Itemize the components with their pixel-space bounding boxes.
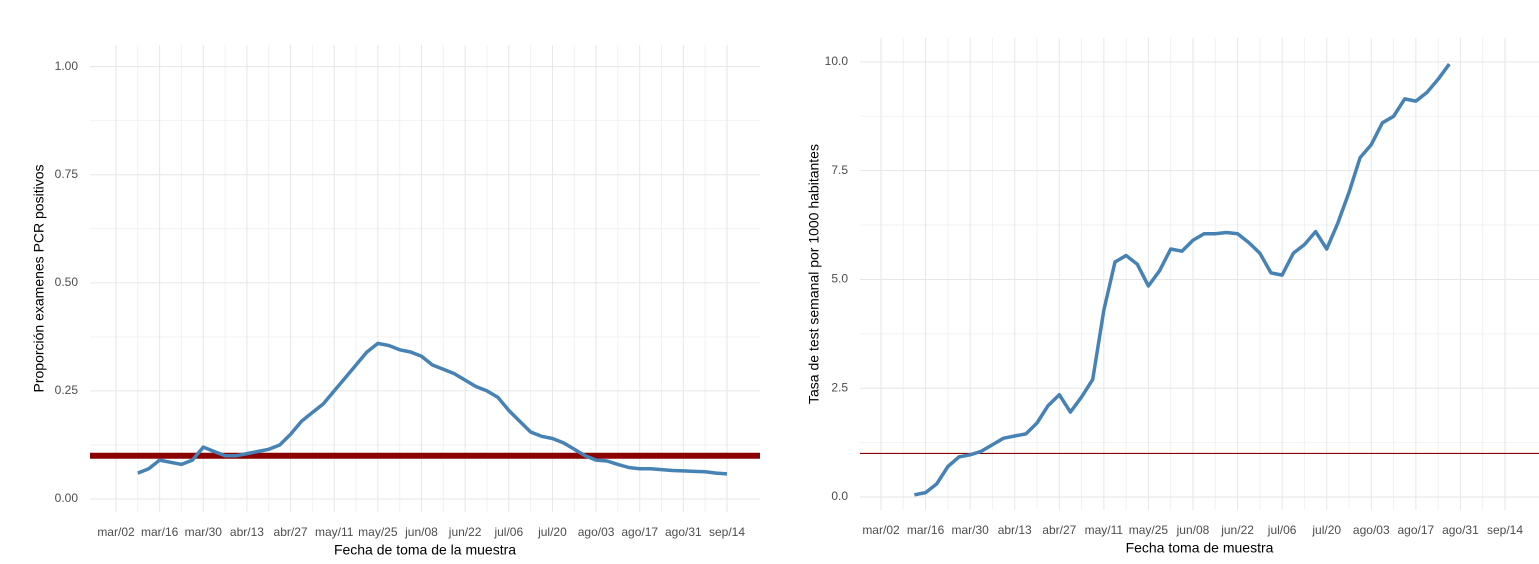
data-line <box>914 63 1451 497</box>
y-axis-title: Tasa de test semanal por 1000 habitantes <box>806 144 822 404</box>
x-tick-label: mar/30 <box>951 523 989 537</box>
x-tick-label: mar/02 <box>97 525 135 539</box>
x-tick-label: jul/06 <box>493 525 523 539</box>
x-tick-label: abr/13 <box>998 523 1032 537</box>
y-tick-label: 5.0 <box>831 272 848 286</box>
x-tick-label: mar/30 <box>185 525 223 539</box>
x-tick-label: ago/31 <box>665 525 702 539</box>
x-tick-label: ago/03 <box>1353 523 1390 537</box>
y-tick-label: 2.5 <box>831 380 848 394</box>
y-tick-label: 0.75 <box>55 167 79 181</box>
x-tick-label: ago/17 <box>621 525 658 539</box>
x-tick-label: jun/08 <box>404 525 438 539</box>
x-tick-label: jun/08 <box>1176 523 1210 537</box>
x-tick-label: jul/20 <box>1311 523 1341 537</box>
x-tick-label: mar/16 <box>141 525 179 539</box>
x-tick-label: may/11 <box>1085 523 1124 537</box>
y-tick-label: 0.0 <box>831 489 848 503</box>
data-line <box>137 341 728 476</box>
y-tick-label: 1.00 <box>55 59 79 73</box>
x-tick-label: may/25 <box>358 525 398 539</box>
x-tick-label: ago/03 <box>578 525 615 539</box>
x-axis-title: Fecha toma de muestra <box>1126 540 1274 556</box>
y-tick-label: 0.25 <box>55 383 79 397</box>
x-tick-label: abr/27 <box>274 525 308 539</box>
y-axis-title: Proporción examenes PCR positivos <box>31 165 47 393</box>
x-tick-label: jul/06 <box>1267 523 1297 537</box>
x-tick-label: abr/13 <box>230 525 264 539</box>
x-tick-label: may/25 <box>1129 523 1169 537</box>
y-tick-label: 0.00 <box>55 491 79 505</box>
x-tick-label: may/11 <box>315 525 354 539</box>
y-tick-label: 10.0 <box>825 54 849 68</box>
y-tick-label: 0.50 <box>55 275 79 289</box>
x-tick-label: sep/14 <box>709 525 745 539</box>
x-tick-label: abr/27 <box>1042 523 1076 537</box>
x-axis-title: Fecha de toma de la muestra <box>334 542 516 558</box>
x-tick-label: sep/14 <box>1487 523 1523 537</box>
x-tick-label: mar/16 <box>907 523 945 537</box>
x-tick-label: ago/17 <box>1398 523 1435 537</box>
x-tick-label: jun/22 <box>448 525 482 539</box>
x-tick-label: jun/22 <box>1220 523 1254 537</box>
x-tick-label: ago/31 <box>1442 523 1479 537</box>
x-tick-label: jul/20 <box>537 525 567 539</box>
x-tick-label: mar/02 <box>862 523 900 537</box>
y-tick-label: 7.5 <box>831 163 848 177</box>
